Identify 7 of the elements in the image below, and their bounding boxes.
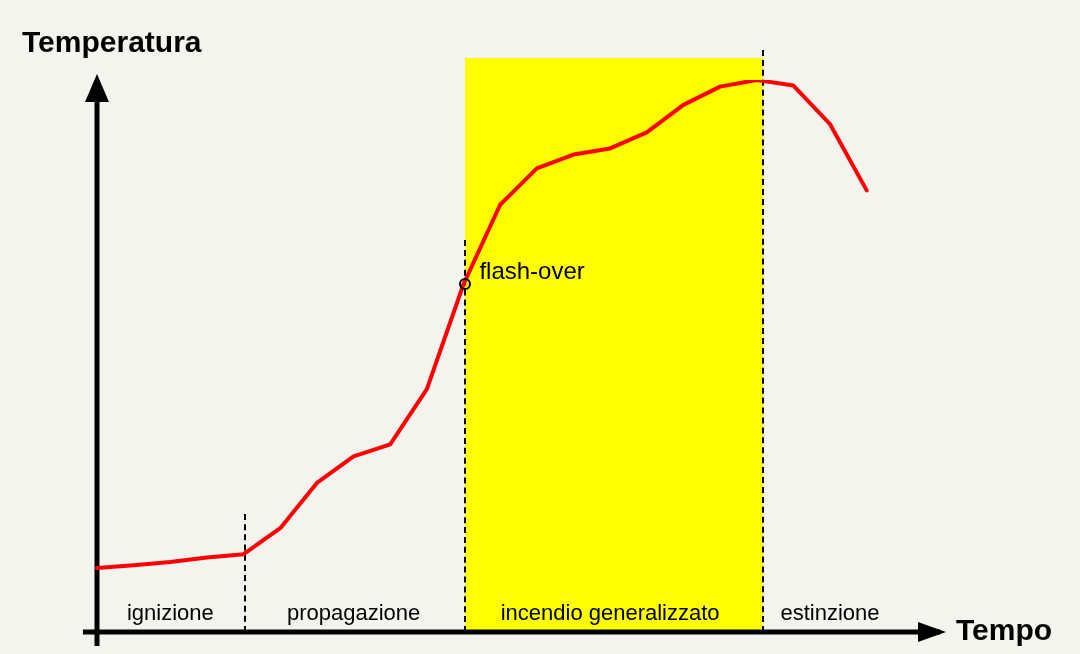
x-tick-label: estinzione: [780, 600, 880, 625]
x-tick-label: propagazione: [286, 600, 421, 625]
x-tick-label: ignizione: [126, 600, 214, 625]
x-tick-label: incendio generalizzato: [500, 600, 720, 625]
x-axis-title: Tempo: [956, 613, 1053, 647]
annotation: flash-over: [479, 256, 585, 284]
y-axis-title: Temperatura: [22, 25, 202, 59]
